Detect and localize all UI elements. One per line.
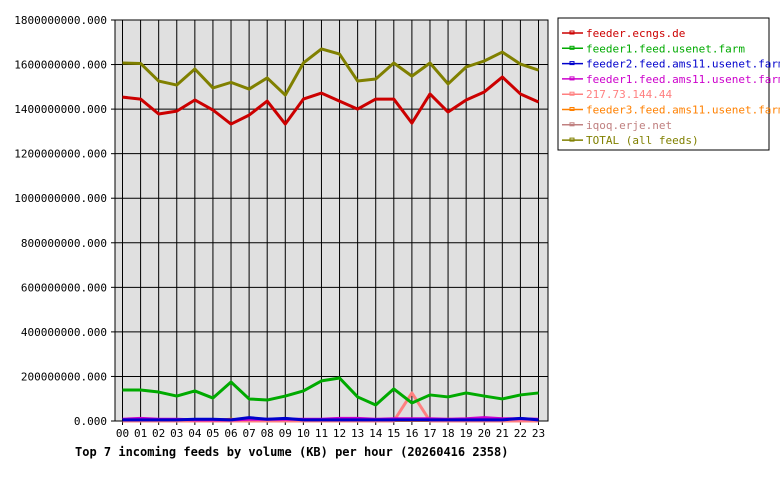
- legend-marker: [569, 45, 575, 50]
- series-line-2: [122, 416, 539, 422]
- x-tick-label: 02: [152, 427, 165, 440]
- x-tick-label: 19: [460, 427, 473, 440]
- x-tick-label: 10: [297, 427, 310, 440]
- series-line-7: [122, 47, 539, 97]
- x-axis: 00 01 02 03 04 05 06 07 08 09 10 11 12 13 14 15 16 17 18 19…: [116, 421, 545, 440]
- x-tick-label: 17: [423, 427, 436, 440]
- x-tick-label: 08: [261, 427, 274, 440]
- legend-marker: [569, 107, 575, 111]
- x-tick-label: 05: [206, 427, 219, 440]
- legend-label: feeder2.feed.ams11.usenet.farm: [586, 58, 780, 71]
- legend-marker: [569, 122, 575, 127]
- x-tick-label: 18: [441, 427, 454, 440]
- y-tick-label: 1800000000.000: [14, 14, 107, 27]
- x-tick-label: 23: [532, 427, 545, 440]
- y-axis: 0.000 200000000.000 400000000.000 600000000…: [14, 14, 115, 428]
- y-tick-label: 1600000000.000: [14, 59, 107, 72]
- legend-label: feeder1.feed.usenet.farm: [586, 42, 745, 55]
- series-line-0: [122, 75, 540, 126]
- x-tick-label: 04: [188, 427, 202, 440]
- x-tick-label: 16: [405, 427, 418, 440]
- chart-title: Top 7 incoming feeds by volume (KB) per …: [75, 445, 508, 459]
- legend-marker: [569, 137, 575, 142]
- y-tick-label: 1200000000.000: [14, 148, 107, 161]
- plot-background: [114, 19, 549, 422]
- x-tick-label: 03: [170, 427, 183, 440]
- y-tick-label: 1000000000.000: [14, 192, 107, 205]
- x-tick-label: 13: [351, 427, 364, 440]
- x-tick-label: 09: [279, 427, 292, 440]
- legend-label: iqoq.erje.net: [586, 119, 672, 132]
- y-tick-label: 1400000000.000: [14, 103, 107, 116]
- legend-label: feeder.ecngs.de: [586, 27, 685, 40]
- x-tick-label: 01: [134, 427, 147, 440]
- x-tick-label: 00: [116, 427, 129, 440]
- x-tick-label: 20: [478, 427, 491, 440]
- x-tick-label: 22: [514, 427, 527, 440]
- x-tick-label: 21: [496, 427, 509, 440]
- x-tick-label: 07: [242, 427, 255, 440]
- legend-label: 217.73.144.44: [586, 88, 672, 101]
- grid: [115, 19, 548, 422]
- series-line-1: [122, 376, 539, 407]
- y-tick-label: 600000000.000: [21, 281, 107, 294]
- legend-marker: [569, 91, 575, 96]
- legend-label: feeder3.feed.ams11.usenet.farm: [586, 104, 780, 117]
- x-tick-label: 12: [333, 427, 346, 440]
- legend-label: feeder1.feed.ams11.usenet.farm: [586, 73, 780, 86]
- y-tick-label: 800000000.000: [21, 237, 107, 250]
- y-tick-label: 200000000.000: [21, 370, 107, 383]
- legend-marker: [569, 61, 575, 66]
- x-tick-label: 14: [369, 427, 383, 440]
- x-tick-label: 11: [315, 427, 328, 440]
- series-lines: [122, 47, 540, 423]
- legend-marker: [569, 30, 575, 35]
- legend-label: TOTAL (all feeds): [586, 134, 699, 147]
- y-tick-label: 0.000: [74, 415, 107, 428]
- x-tick-label: 06: [224, 427, 237, 440]
- x-tick-label: 15: [387, 427, 400, 440]
- legend-marker: [569, 76, 575, 81]
- legend: feeder.ecngs.de feeder1.feed.usenet.farm f…: [557, 17, 780, 151]
- y-tick-label: 400000000.000: [21, 326, 107, 339]
